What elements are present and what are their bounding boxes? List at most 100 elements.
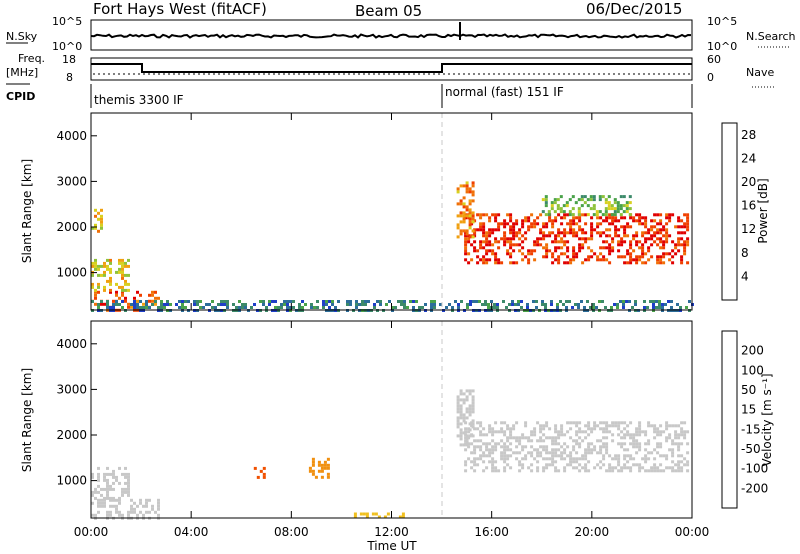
range-gate-cell [121, 290, 124, 294]
range-gate-cell [100, 493, 103, 497]
range-gate-cell [280, 303, 283, 306]
range-gate-cell [571, 306, 574, 309]
range-gate-cell [656, 261, 660, 265]
range-gate-cell [470, 451, 474, 455]
range-gate-cell [491, 427, 495, 431]
range-gate-cell [509, 252, 513, 256]
range-gate-cell [560, 427, 564, 431]
range-gate-cell [565, 306, 568, 309]
range-gate-cell [459, 199, 463, 203]
range-gate-cell [602, 421, 606, 425]
range-gate-cell [539, 454, 543, 458]
range-gate-cell [103, 273, 106, 277]
range-gate-cell [584, 258, 588, 262]
range-gate-cell [512, 261, 516, 265]
range-gate-cell [626, 460, 630, 464]
range-gate-cell [632, 463, 636, 467]
range-gate-cell [148, 299, 151, 303]
range-gate-cell [599, 439, 603, 443]
range-gate-cell [665, 240, 669, 244]
range-gate-cell [184, 306, 187, 309]
range-gate-cell [634, 303, 637, 306]
range-gate-cell [599, 466, 603, 470]
range-gate-cell [94, 214, 97, 218]
range-gate-cell [563, 234, 567, 238]
range-gate-cell [494, 255, 498, 259]
range-gate-cell [468, 211, 472, 215]
range-gate-cell [462, 443, 466, 447]
range-gate-cell [512, 234, 516, 238]
range-gate-cell [635, 258, 639, 262]
range-gate-cell [479, 228, 483, 232]
range-gate-cell [468, 214, 472, 218]
range-gate-cell [572, 258, 576, 262]
range-gate-cell [106, 466, 109, 470]
range-gate-cell [623, 466, 627, 470]
range-gate-cell [488, 216, 492, 220]
range-gate-cell [544, 306, 547, 309]
range-gate-cell [677, 463, 681, 467]
range-gate-cell [97, 466, 100, 470]
range-gate-cell [590, 237, 594, 241]
range-gate-cell [572, 249, 576, 253]
range-gate-cell [638, 427, 642, 431]
range-gate-cell [677, 424, 681, 428]
range-gate-cell [551, 240, 555, 244]
range-gate-cell [551, 454, 555, 458]
range-gate-cell [562, 210, 566, 214]
range-gate-cell [665, 234, 669, 238]
colorbar-tick-label: 50 [741, 383, 756, 397]
range-gate-cell [241, 306, 244, 309]
range-gate-cell [509, 442, 513, 446]
range-gate-cell [616, 306, 619, 309]
range-gate-cell [569, 451, 573, 455]
range-gate-cell [617, 228, 621, 232]
freq-unit: [MHz] [6, 66, 38, 79]
range-gate-cell [515, 457, 519, 461]
range-gate-cell [593, 228, 597, 232]
range-gate-cell [592, 195, 596, 199]
range-gate-cell [289, 300, 292, 303]
range-gate-cell [554, 249, 558, 253]
range-gate-cell [459, 428, 463, 432]
range-gate-cell [578, 237, 582, 241]
range-gate-cell [268, 303, 271, 306]
range-gate-cell [683, 433, 687, 437]
range-gate-cell [602, 219, 606, 223]
range-gate-cell [656, 243, 660, 247]
range-gate-cell [163, 306, 166, 309]
range-gate-cell [127, 484, 130, 488]
range-gate-cell [574, 303, 577, 306]
range-gate-cell [662, 454, 666, 458]
range-gate-cell [262, 472, 266, 476]
range-gate-cell [459, 398, 463, 402]
range-gate-cell [97, 264, 100, 268]
range-gate-cell [289, 306, 292, 309]
range-gate-cell [94, 487, 97, 491]
range-gate-cell [623, 231, 627, 235]
range-gate-cell [376, 300, 379, 303]
colorbar-tick-label: 15 [741, 403, 756, 417]
range-gate-cell [515, 222, 519, 226]
colorbar-frame [721, 122, 738, 301]
range-gate-cell [97, 484, 100, 488]
range-gate-cell [542, 255, 546, 259]
range-gate-cell [608, 234, 612, 238]
range-gate-cell [94, 258, 97, 262]
range-gate-cell [685, 306, 688, 309]
range-gate-cell [560, 454, 564, 458]
range-gate-cell [566, 246, 570, 250]
range-gate-cell [536, 421, 540, 425]
range-gate-cell [659, 231, 663, 235]
range-gate-cell [106, 481, 109, 485]
range-gate-cell [503, 469, 507, 473]
range-gate-cell [106, 264, 109, 268]
range-gate-cell [359, 512, 363, 516]
range-gate-cell [677, 436, 681, 440]
range-gate-cell [589, 207, 593, 211]
range-gate-cell [462, 431, 466, 435]
range-gate-cell [671, 424, 675, 428]
range-gate-cell [238, 300, 241, 303]
range-gate-cell [464, 258, 468, 262]
range-gate-cell [625, 207, 629, 211]
